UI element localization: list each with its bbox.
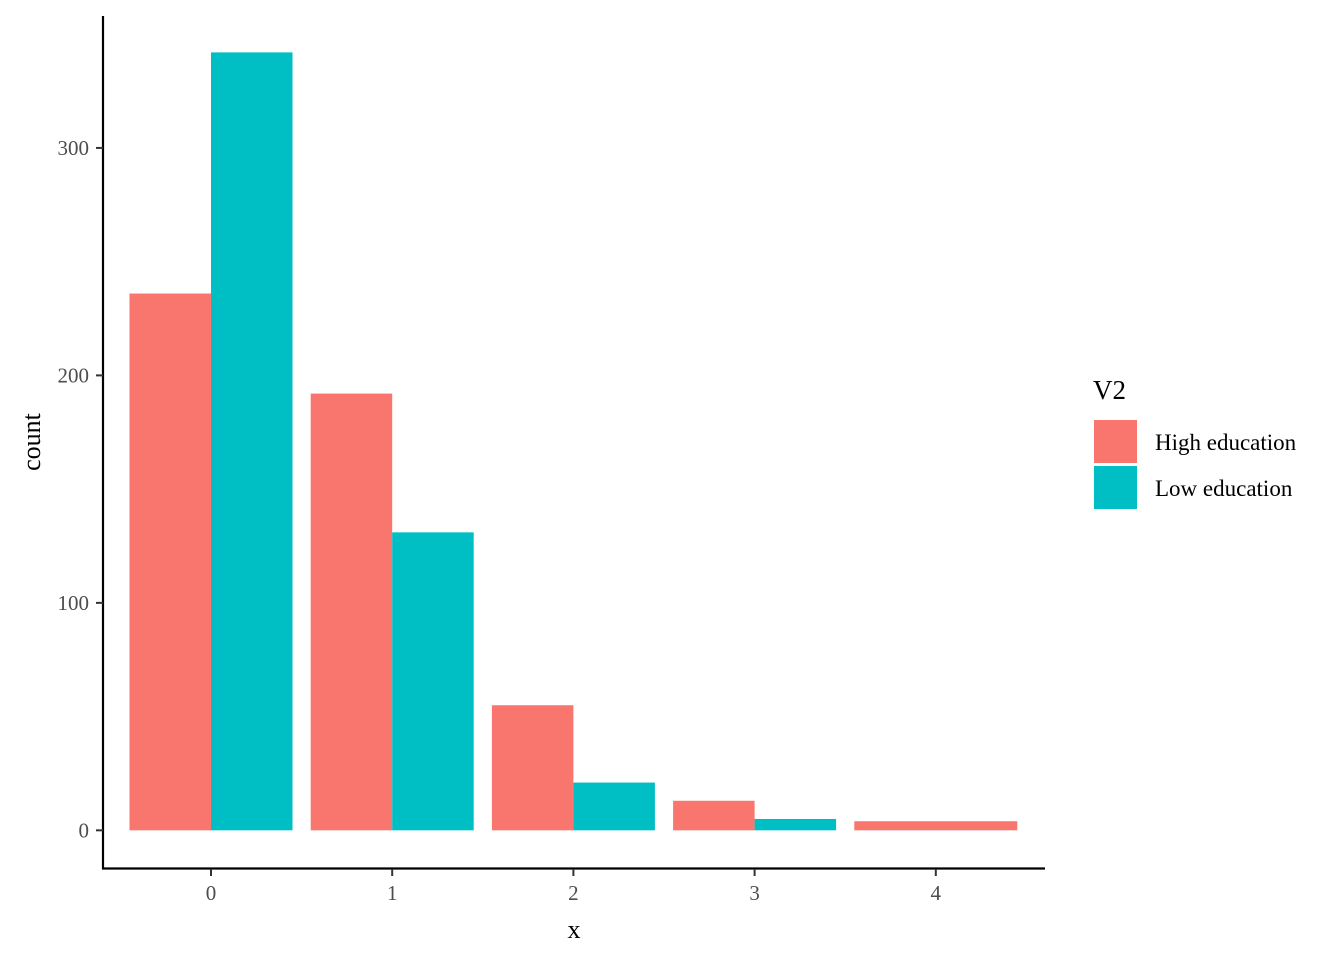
legend-label-high-education: High education — [1155, 430, 1297, 455]
x-tick-label: 2 — [568, 881, 579, 905]
bar-high-education-x2 — [491, 705, 574, 831]
y-tick-label: 100 — [58, 591, 90, 615]
legend-label-low-education: Low education — [1155, 476, 1293, 501]
bars-layer — [129, 52, 1018, 831]
bar-low-education-x1 — [392, 532, 474, 831]
y-tick-label: 300 — [58, 136, 90, 160]
x-ticks: 0 1 2 3 4 — [206, 869, 942, 905]
bar-low-education-x0 — [211, 52, 293, 831]
y-tick-label: 0 — [79, 818, 90, 842]
y-ticks: 0 100 200 300 — [58, 136, 103, 842]
legend-title: V2 — [1093, 375, 1126, 405]
bar-high-education-x0 — [129, 293, 211, 831]
x-axis-title: x — [568, 915, 581, 944]
bar-high-education-x1 — [310, 393, 393, 831]
x-tick-label: 4 — [931, 881, 942, 905]
x-tick-label: 0 — [206, 881, 217, 905]
y-axis-title: count — [17, 412, 46, 471]
bar-high-education-x4 — [854, 821, 1018, 831]
bar-high-education-x3 — [673, 800, 755, 831]
legend-key-low-education — [1094, 466, 1137, 509]
x-tick-label: 1 — [387, 881, 398, 905]
bar-low-education-x3 — [754, 818, 837, 831]
legend: V2 High education Low education — [1093, 375, 1297, 509]
x-tick-label: 3 — [749, 881, 760, 905]
y-tick-label: 200 — [58, 363, 90, 387]
axes-layer — [101, 16, 1045, 870]
legend-items: High education Low education — [1094, 420, 1297, 509]
legend-key-high-education — [1094, 420, 1137, 463]
bar-low-education-x2 — [573, 782, 655, 831]
